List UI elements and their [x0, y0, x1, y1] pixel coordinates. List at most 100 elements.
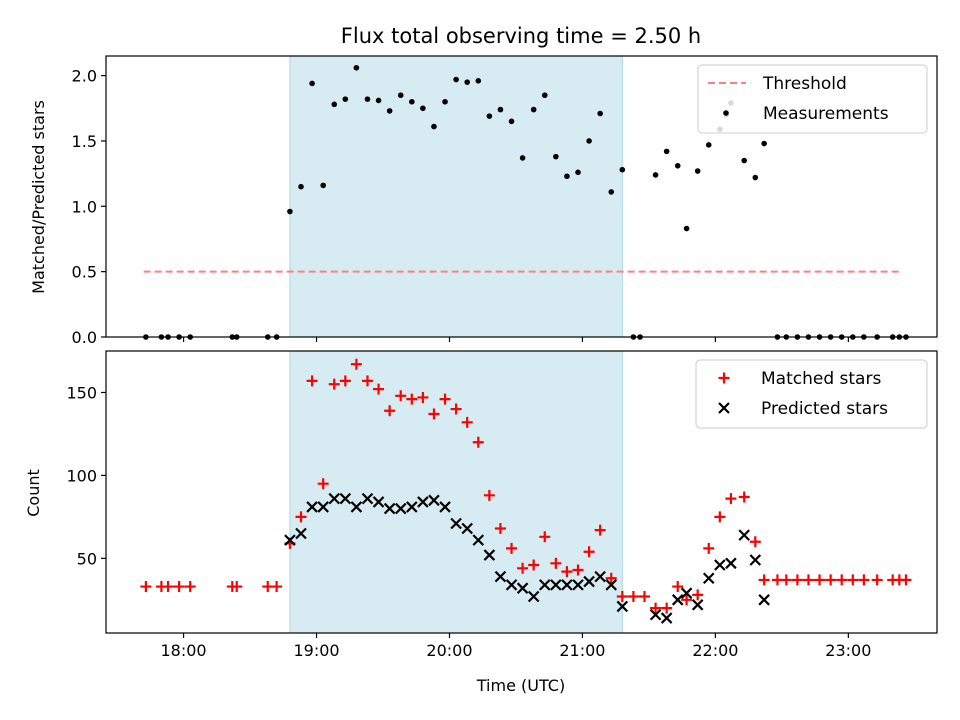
matched-stars-point — [439, 393, 451, 405]
matched-stars-point — [339, 375, 351, 387]
matched-stars-point — [758, 574, 770, 586]
top-y-tick-label: 2.0 — [72, 67, 97, 86]
matched-stars-point — [373, 383, 385, 395]
predicted-stars-point — [680, 587, 693, 599]
matched-stars-point — [583, 546, 595, 558]
predicted-stars-point — [328, 492, 341, 505]
matched-stars-point — [328, 378, 340, 390]
matched-stars-point — [738, 491, 750, 503]
top-y-tick-label: 0.0 — [72, 328, 97, 347]
matched-stars-point — [594, 524, 606, 536]
measurements-point — [575, 169, 581, 176]
measurements-point — [564, 173, 570, 180]
measurements-point — [420, 105, 426, 112]
matched-stars-point — [231, 581, 243, 593]
matched-stars-point — [616, 591, 628, 603]
measurements-point — [741, 157, 748, 164]
matched-stars-point — [428, 408, 440, 420]
matched-stars-point — [627, 591, 639, 603]
matched-stars-point — [791, 574, 803, 586]
matched-stars-point — [714, 511, 726, 523]
matched-stars-point — [858, 574, 870, 586]
measurements-point — [508, 118, 515, 125]
measurements-point — [320, 182, 326, 189]
measurements-point — [364, 96, 371, 102]
predicted-stars-point — [527, 590, 540, 603]
measurements-point — [375, 97, 382, 104]
predicted-stars-point — [461, 522, 473, 535]
predicted-stars-point — [714, 559, 726, 571]
matched-stars-point — [814, 574, 826, 586]
top-y-tick-label: 1.0 — [72, 197, 97, 216]
predicted-stars-point — [439, 501, 451, 513]
top-y-axis-label: Matched/Predicted stars — [29, 100, 48, 294]
bottom-y-axis-label: Count — [24, 469, 43, 517]
matched-stars-point — [703, 542, 715, 554]
matched-stars-point — [461, 416, 473, 428]
matched-stars-point — [825, 574, 837, 586]
matched-stars-point — [384, 405, 396, 417]
matched-stars-point — [650, 602, 662, 614]
legend-measurements-key — [723, 110, 729, 116]
predicted-stars-point — [594, 570, 606, 583]
bottom-y-tick-label: 50 — [77, 549, 97, 568]
predicted-stars-point — [406, 501, 418, 513]
matched-stars-point — [572, 564, 584, 576]
x-tick-label: 19:00 — [293, 641, 339, 660]
measurements-point — [519, 155, 526, 161]
top-panel: 0.00.51.01.52.0 Matched/Predicted stars … — [29, 55, 938, 347]
measurements-point — [453, 76, 459, 83]
matched-stars-point — [749, 536, 761, 548]
matched-stars-point — [836, 574, 848, 586]
matched-stars-point — [900, 574, 912, 586]
predicted-stars-point — [428, 494, 440, 507]
matched-stars-point — [725, 493, 737, 505]
matched-stars-point — [162, 581, 174, 593]
predicted-stars-point — [339, 492, 352, 505]
predicted-stars-point — [450, 517, 462, 530]
matched-stars-point — [417, 391, 429, 403]
legend-threshold-label: Threshold — [762, 74, 847, 94]
matched-stars-point — [350, 358, 362, 370]
matched-stars-point — [681, 594, 693, 606]
matched-stars-point — [528, 559, 540, 571]
measurements-point — [608, 189, 615, 195]
predicted-stars-point — [561, 579, 573, 591]
measurements-point — [331, 101, 338, 108]
matched-stars-point — [539, 531, 551, 543]
measurements-point — [309, 80, 315, 87]
bottom-legend: Matched stars Predicted stars — [695, 359, 928, 429]
predicted-stars-point — [749, 554, 762, 566]
predicted-stars-point — [605, 579, 618, 591]
measurements-point — [663, 148, 670, 155]
legend-matched-stars-label: Matched stars — [761, 369, 881, 389]
predicted-stars-point — [394, 502, 407, 515]
predicted-stars-point — [306, 501, 318, 513]
legend-box — [695, 359, 928, 429]
measurements-point — [619, 166, 626, 173]
measurements-point — [761, 140, 767, 147]
bottom-axes-frame — [105, 350, 938, 634]
matched-stars-point — [494, 522, 506, 534]
predicted-stars-point — [372, 496, 385, 508]
predicted-stars-point — [538, 579, 551, 591]
measurements-point — [541, 92, 548, 99]
matched-stars-point — [271, 581, 283, 593]
matched-stars-point — [483, 489, 495, 501]
matched-stars-point — [450, 403, 462, 415]
measurements-point — [683, 225, 690, 232]
measurements-point — [353, 64, 360, 71]
matched-stars-point — [638, 591, 650, 603]
legend-box — [697, 64, 928, 134]
legend-predicted-stars-label: Predicted stars — [761, 399, 888, 419]
x-tick-label: 22:00 — [692, 641, 738, 660]
top-observing-span — [289, 55, 623, 338]
x-axis-label: Time (UTC) — [476, 676, 565, 695]
bottom-observing-span — [289, 350, 623, 634]
measurements-point — [397, 92, 404, 99]
top-y-tick-label: 1.5 — [72, 132, 97, 151]
top-axes-frame — [105, 55, 938, 338]
predicted-stars-point — [616, 600, 629, 613]
predicted-stars-point — [295, 527, 307, 540]
